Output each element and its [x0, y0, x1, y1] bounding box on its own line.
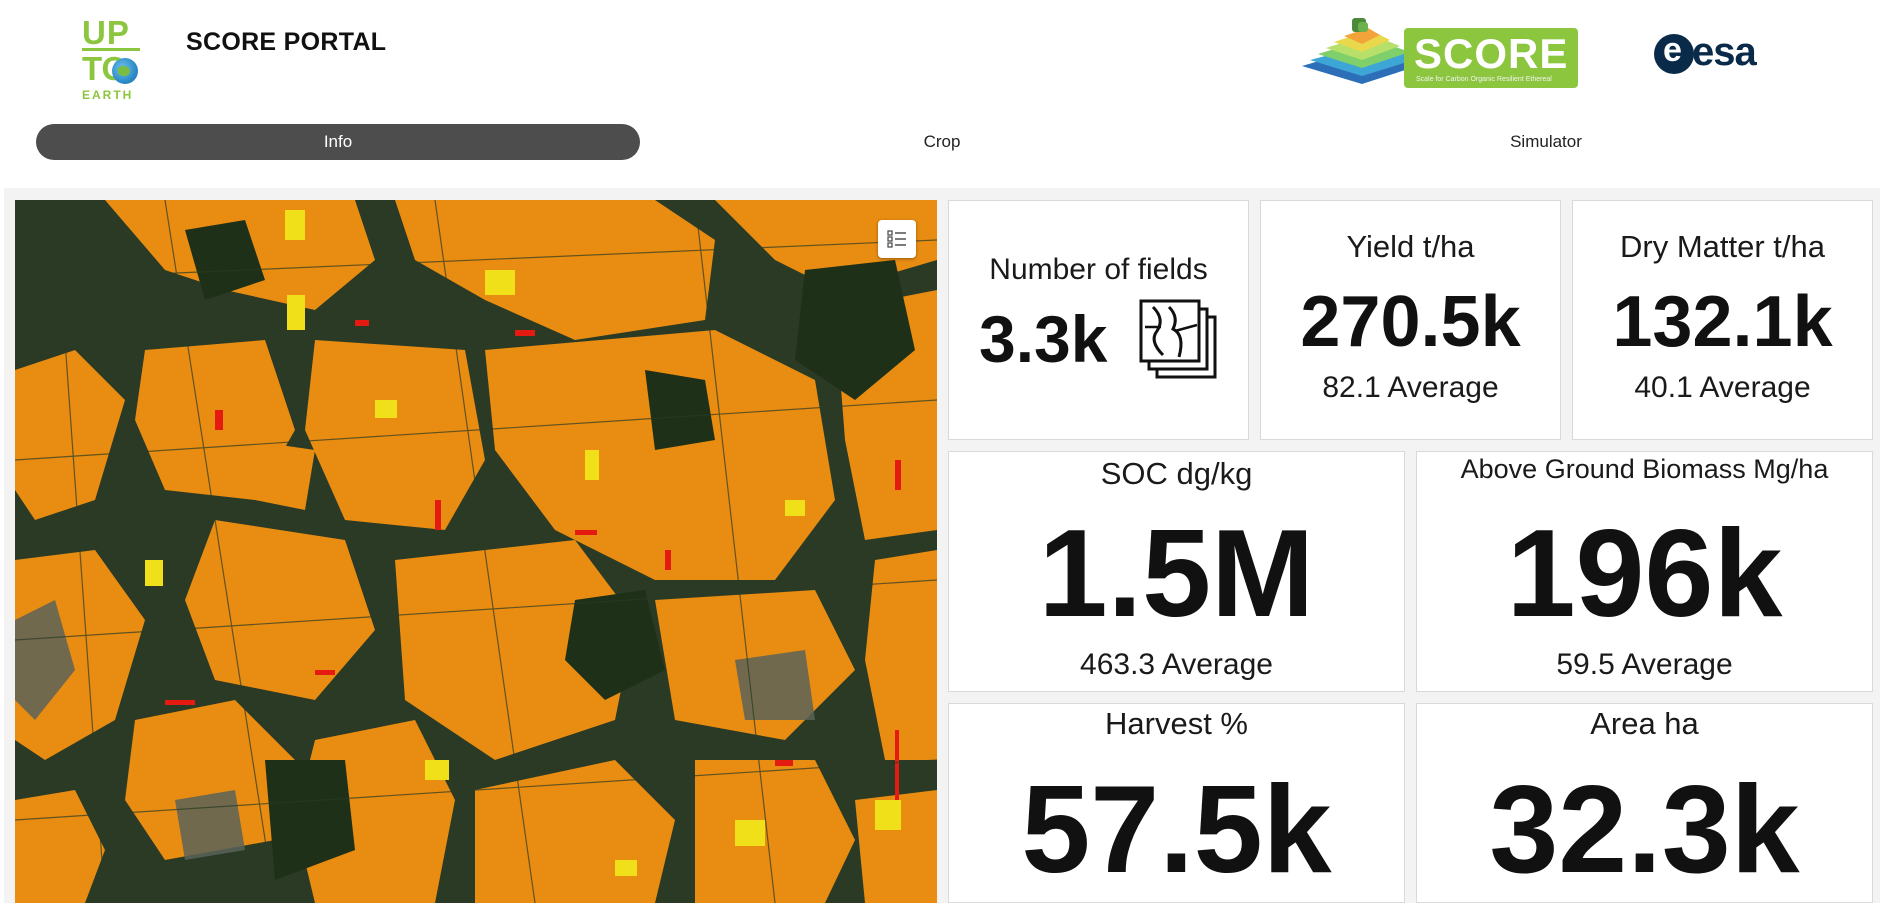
card-average: 59.5 Average — [1556, 648, 1733, 681]
card-value: 32.3k — [1489, 761, 1800, 899]
card-average: 40.1 Average — [1634, 371, 1811, 404]
stacked-map-icon — [1139, 299, 1217, 379]
logo-upto-line3: EARTH — [82, 90, 134, 100]
esa-logo: esa — [1654, 30, 1774, 74]
card-value: 57.5k — [1021, 761, 1332, 899]
upto-earth-logo: UP TO EARTH — [80, 14, 142, 100]
logo-divider — [82, 48, 140, 51]
field-map[interactable] — [15, 200, 937, 903]
tab-info[interactable]: Info — [36, 124, 640, 160]
legend-list-icon — [887, 230, 906, 248]
card-title: Dry Matter t/ha — [1620, 229, 1825, 264]
header: UP TO EARTH SCORE PORTAL SCORE Scale for… — [0, 0, 1882, 190]
card-value: 3.3k — [979, 302, 1108, 376]
card-value: 132.1k — [1612, 282, 1833, 362]
card-yield: Yield t/ha 270.5k 82.1 Average — [1260, 200, 1561, 440]
card-title: Harvest % — [1105, 706, 1248, 741]
card-number-of-fields: Number of fields 3.3k — [948, 200, 1249, 440]
card-average: 82.1 Average — [1322, 371, 1499, 404]
legend-button[interactable] — [878, 220, 916, 258]
card-average: 463.3 Average — [1080, 648, 1273, 681]
tab-simulator[interactable]: Simulator — [1510, 132, 1582, 151]
card-title: Number of fields — [989, 253, 1208, 286]
esa-wordmark: esa — [1692, 30, 1757, 74]
card-area: Area ha 32.3k — [1416, 703, 1873, 903]
card-title: Above Ground Biomass Mg/ha — [1460, 454, 1829, 484]
card-value: 1.5M — [1038, 505, 1315, 643]
card-value: 270.5k — [1300, 282, 1521, 362]
tab-crop[interactable]: Crop — [923, 132, 961, 151]
card-title: Yield t/ha — [1346, 229, 1475, 264]
card-above-ground-biomass: Above Ground Biomass Mg/ha 196k 59.5 Ave… — [1416, 451, 1873, 692]
pyramid-icon — [1302, 18, 1430, 84]
map-canvas[interactable] — [15, 200, 937, 903]
logo-upto-line1: UP — [82, 14, 130, 51]
card-dry-matter: Dry Matter t/ha 132.1k 40.1 Average — [1572, 200, 1873, 440]
score-wordmark: SCORE — [1414, 30, 1569, 77]
card-soc: SOC dg/kg 1.5M 463.3 Average — [948, 451, 1405, 692]
esa-emblem-icon — [1654, 31, 1694, 74]
score-logo: SCORE Scale for Carbon Organic Resilient… — [1292, 16, 1578, 90]
score-tagline: Scale for Carbon Organic Resilient Ether… — [1416, 76, 1552, 83]
score-badge: SCORE Scale for Carbon Organic Resilient… — [1404, 28, 1578, 88]
card-title: SOC dg/kg — [1100, 456, 1253, 491]
card-harvest: Harvest % 57.5k — [948, 703, 1405, 903]
card-title: Area ha — [1590, 706, 1699, 741]
card-value: 196k — [1506, 505, 1783, 643]
page-title: SCORE PORTAL — [186, 28, 387, 56]
globe-icon — [112, 58, 138, 84]
